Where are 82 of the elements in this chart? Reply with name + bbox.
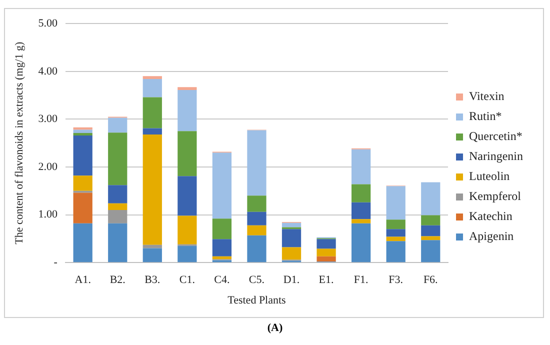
legend-label: Katechin [469, 209, 512, 224]
legend-label: Rutin* [469, 109, 502, 124]
x-tick-label: F3. [388, 274, 404, 286]
bar [212, 152, 232, 219]
bar [212, 218, 232, 240]
bar [142, 244, 162, 248]
bar [178, 246, 197, 262]
bar [142, 76, 162, 80]
bar [178, 176, 197, 216]
bar [282, 222, 302, 228]
bar [316, 239, 336, 249]
bar [142, 79, 162, 98]
bar [142, 248, 162, 262]
bar [421, 225, 440, 236]
y-tick-label: 3.00 [38, 113, 58, 126]
bar [142, 134, 162, 245]
bar [108, 185, 128, 204]
x-tick-label: C5. [248, 274, 265, 286]
bar [108, 223, 128, 262]
x-tick-label: B3. [144, 274, 160, 286]
x-tick-label: B2. [110, 274, 126, 286]
legend-label: Kempferol [469, 189, 522, 204]
bar [386, 229, 406, 237]
legend-label: Luteolin [469, 169, 510, 184]
bar [178, 131, 197, 176]
bar [212, 256, 232, 260]
bar [421, 236, 440, 240]
x-tick-label: F6. [423, 274, 438, 286]
legend-label: Vitexin [469, 89, 504, 104]
bar [73, 192, 92, 224]
bar [108, 210, 128, 224]
x-tick-label: C4. [214, 274, 230, 286]
bar [142, 97, 162, 128]
bar [352, 202, 371, 220]
bar [108, 132, 128, 186]
x-tick-label: E1. [318, 274, 334, 286]
bar [108, 118, 128, 133]
bar [316, 248, 336, 256]
bar [386, 241, 406, 262]
bar [352, 149, 371, 184]
y-tick-label: 1.00 [38, 208, 58, 221]
bar [178, 87, 197, 90]
bar [247, 130, 266, 196]
bar [352, 223, 371, 262]
bar [73, 176, 92, 191]
bar [247, 225, 266, 236]
y-tick-label: 5.00 [38, 17, 58, 30]
bar [282, 247, 302, 260]
y-axis-title: The content of flavonoids in extracts (mg/1 g) [13, 42, 26, 244]
bar [282, 229, 302, 248]
bar [386, 220, 406, 230]
bar [247, 212, 266, 226]
legend-label: Naringenin [469, 149, 523, 164]
bar [421, 215, 440, 226]
y-tick-label: 2.00 [38, 160, 58, 173]
y-tick-label: 4.00 [38, 65, 58, 78]
legend-label: Quercetin* [469, 129, 522, 144]
bar [352, 219, 371, 224]
bar [73, 130, 92, 134]
x-tick-label: C1. [179, 274, 196, 286]
text: (A) [266, 322, 284, 334]
x-tick-label: F1. [354, 274, 368, 286]
bar [142, 128, 162, 134]
bar [421, 182, 440, 216]
bar [108, 203, 128, 210]
x-tick-label: A1. [74, 274, 92, 286]
bar [178, 90, 197, 132]
bar [386, 186, 406, 220]
bar [247, 235, 266, 262]
x-axis-title: Tested Plants [228, 294, 286, 306]
bar [212, 239, 232, 256]
legend-label: Apigenin [469, 229, 514, 244]
y-tick-label: - [54, 256, 58, 268]
bar [386, 236, 406, 242]
bar [73, 135, 92, 176]
bar [247, 196, 266, 212]
x-tick-label: D1. [283, 274, 300, 286]
bar [73, 223, 92, 262]
bar [178, 216, 197, 244]
bar [316, 256, 336, 262]
bar [421, 240, 440, 262]
bar [352, 184, 371, 202]
